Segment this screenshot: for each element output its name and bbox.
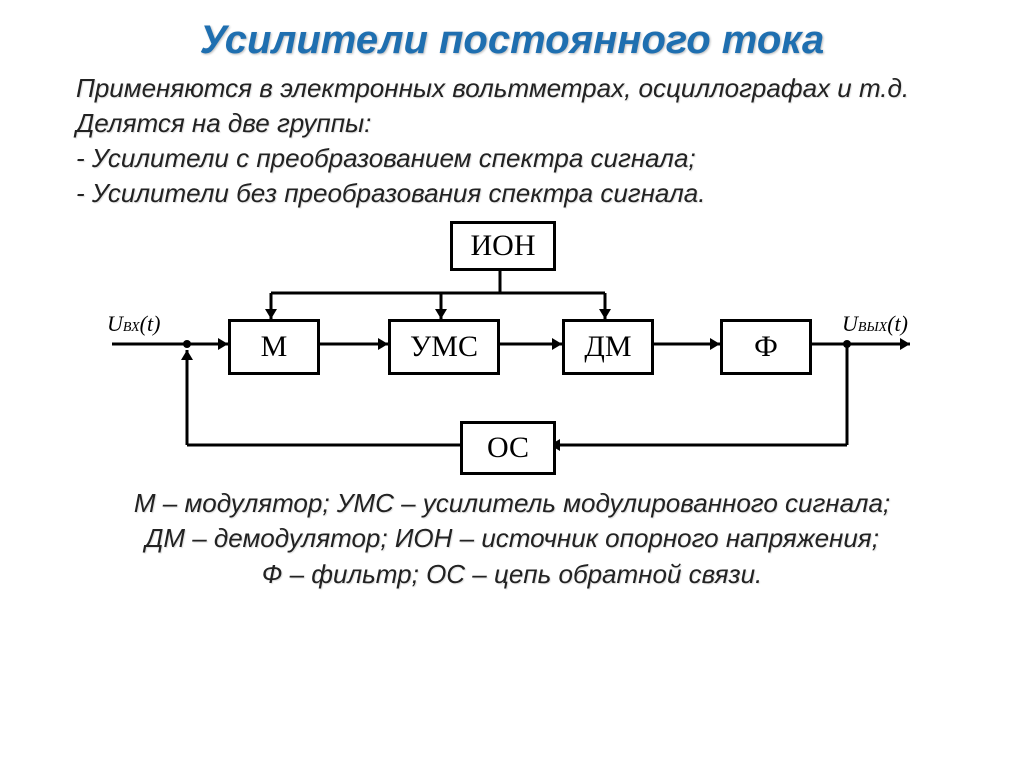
paragraph-intro: Применяются в электронных вольтметрах, о…: [0, 71, 1024, 106]
block-diagram: ИОН М УМС ДМ Ф ОС UВХ(t) UВЫХ(t): [102, 221, 922, 481]
legend-line-2: ДМ – демодулятор; ИОН – источник опорног…: [0, 521, 1024, 556]
bullet-1: - Усилители с преобразованием спектра си…: [0, 141, 1024, 176]
paragraph-groups: Делятся на две группы:: [0, 106, 1024, 141]
block-dm: ДМ: [562, 319, 654, 375]
page-title: Усилители постоянного тока: [0, 0, 1024, 71]
input-signal-label: UВХ(t): [107, 311, 160, 337]
block-ion: ИОН: [450, 221, 556, 271]
legend-line-1: М – модулятор; УМС – усилитель модулиров…: [0, 486, 1024, 521]
block-f: Ф: [720, 319, 812, 375]
block-m: М: [228, 319, 320, 375]
block-os: ОС: [460, 421, 556, 475]
legend-line-3: Ф – фильтр; ОС – цепь обратной связи.: [0, 557, 1024, 592]
block-ums: УМС: [388, 319, 500, 375]
output-signal-label: UВЫХ(t): [842, 311, 908, 337]
bullet-2: - Усилители без преобразования спектра с…: [0, 176, 1024, 211]
